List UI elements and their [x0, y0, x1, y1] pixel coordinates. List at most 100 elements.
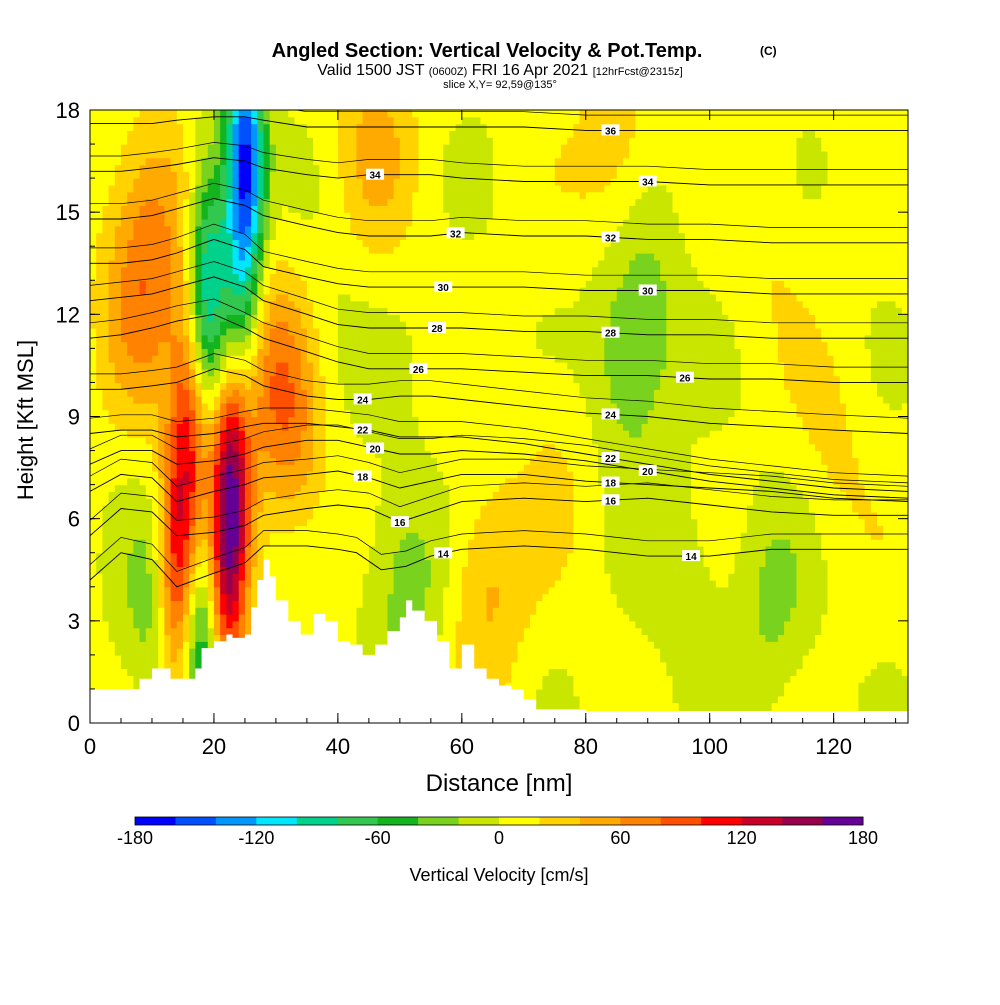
velocity-cell [653, 532, 661, 540]
velocity-cell [529, 634, 537, 642]
velocity-cell [133, 654, 141, 663]
velocity-cell [306, 573, 314, 581]
velocity-cell [387, 539, 395, 547]
velocity-cell [499, 559, 506, 567]
velocity-cell [108, 532, 116, 540]
velocity-cell [740, 702, 748, 710]
velocity-cell [771, 634, 779, 642]
velocity-cell [486, 511, 494, 520]
velocity-cell [691, 654, 698, 663]
velocity-cell [709, 695, 717, 704]
velocity-cell [622, 641, 630, 649]
velocity-cell [368, 477, 376, 486]
velocity-cell [90, 627, 97, 636]
velocity-cell [635, 586, 643, 595]
velocity-cell [182, 614, 190, 622]
velocity-cell [573, 695, 581, 704]
velocity-cell [864, 525, 872, 533]
velocity-cell [151, 518, 159, 527]
velocity-cell [356, 518, 364, 527]
velocity-cell [567, 464, 574, 472]
velocity-cell [765, 539, 773, 547]
velocity-cell [244, 539, 252, 547]
velocity-cell [591, 559, 599, 567]
velocity-cell [734, 505, 742, 513]
velocity-cell [492, 464, 500, 472]
velocity-cell [839, 648, 847, 656]
velocity-cell [610, 532, 618, 540]
velocity-cell [753, 688, 760, 697]
velocity-cell [201, 586, 209, 595]
velocity-cell [108, 668, 116, 676]
velocity-cell [232, 614, 240, 622]
velocity-cell [870, 525, 878, 533]
velocity-cell [846, 614, 853, 622]
velocity-cell [647, 675, 655, 683]
velocity-cell [579, 566, 587, 574]
velocity-cell [790, 682, 798, 690]
velocity-cell [728, 470, 736, 479]
velocity-cell [282, 545, 289, 554]
velocity-cell [406, 593, 413, 601]
velocity-cell [678, 532, 686, 540]
velocity-cell [808, 614, 816, 622]
velocity-cell [715, 614, 723, 622]
velocity-cell [220, 518, 227, 527]
velocity-cell [474, 634, 482, 642]
velocity-cell [275, 464, 283, 472]
velocity-cell [889, 518, 897, 527]
velocity-cell [821, 498, 829, 506]
velocity-cell [753, 579, 760, 588]
velocity-cell [672, 579, 680, 588]
velocity-cell [145, 627, 153, 636]
velocity-cell [765, 627, 773, 636]
velocity-cell [771, 641, 779, 649]
velocity-cell [102, 614, 110, 622]
velocity-cell [895, 470, 903, 479]
velocity-cell [313, 477, 320, 486]
velocity-cell [579, 614, 587, 622]
velocity-cell [548, 552, 556, 561]
velocity-cell [815, 532, 822, 540]
velocity-cell [176, 654, 184, 663]
velocity-cell [139, 470, 147, 479]
velocity-cell [846, 702, 853, 710]
velocity-cell [852, 661, 860, 670]
velocity-cell [120, 491, 128, 499]
velocity-cell [517, 573, 525, 581]
velocity-cell [344, 498, 351, 506]
velocity-cell [300, 593, 308, 601]
velocity-cell [560, 695, 568, 704]
velocity-cell [213, 470, 221, 479]
velocity-cell [542, 627, 550, 636]
velocity-cell [412, 491, 420, 499]
velocity-cell [523, 525, 531, 533]
velocity-cell [269, 484, 277, 493]
subtitle-utc: (0600Z) [429, 66, 468, 78]
velocity-cell [709, 573, 717, 581]
velocity-cell [548, 579, 556, 588]
velocity-cell [827, 641, 835, 649]
velocity-cell [151, 654, 159, 663]
velocity-cell [833, 586, 841, 595]
velocity-cell [207, 593, 215, 601]
velocity-cell [511, 648, 519, 656]
velocity-cell [133, 518, 141, 527]
velocity-cell [275, 593, 283, 601]
velocity-cell [858, 688, 866, 697]
velocity-cell [313, 464, 320, 472]
velocity-cell [827, 695, 835, 704]
velocity-cell [771, 654, 779, 663]
velocity-cell [399, 552, 407, 561]
velocity-cell [523, 654, 531, 663]
velocity-cell [412, 552, 420, 561]
velocity-cell [852, 702, 860, 710]
velocity-cell [133, 661, 141, 670]
velocity-cell [777, 579, 785, 588]
velocity-cell [257, 511, 265, 520]
velocity-cell [468, 525, 475, 533]
velocity-cell [263, 498, 271, 506]
velocity-cell [728, 641, 736, 649]
velocity-cell [635, 539, 643, 547]
velocity-cell [189, 620, 196, 629]
